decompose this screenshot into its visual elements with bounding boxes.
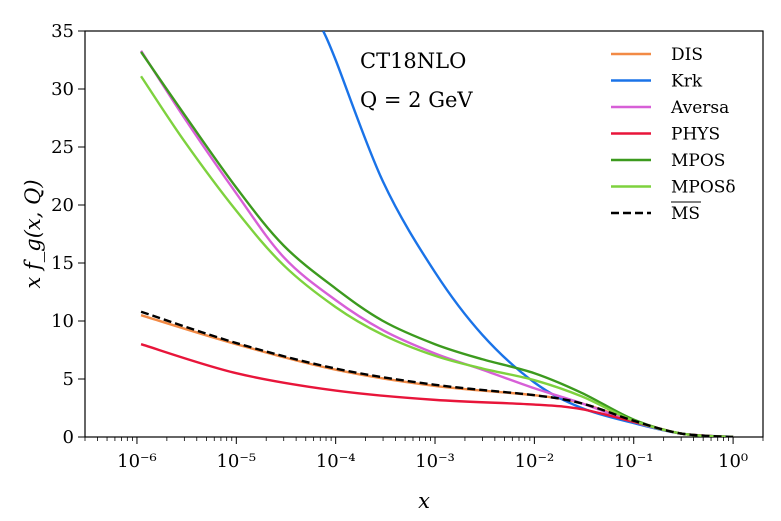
x-tick-label: 10⁻³ [415,451,455,472]
legend-label: MPOSδ [671,178,736,198]
x-tick-label: 10⁰ [718,451,748,472]
x-axis: 10⁻⁶ 10⁻⁵ 10⁻⁴ 10⁻³ 10⁻² 10⁻¹ 10⁰ [84,437,764,472]
series-line-ms [140,310,734,437]
y-tick-label: 25 [51,137,74,158]
y-tick-label: 20 [51,195,74,216]
legend-label: MPOS [671,151,725,171]
x-tick-label: 10⁻⁵ [216,451,256,472]
y-axis: 0 5 10 15 20 25 30 35 [51,21,85,448]
x-tick-label: 10⁻⁶ [117,451,157,472]
series-line-dis [140,314,734,437]
x-tick-label: 10⁻⁴ [316,451,356,472]
annotation-pdf-set: CT18NLO [360,49,466,73]
y-tick-label: 30 [51,79,74,100]
y-axis-label: x f_g(x, Q) [21,179,45,288]
legend-label: MS [671,204,700,224]
x-tick-label: 10⁻¹ [614,451,654,472]
legend-label: DIS [671,45,703,65]
legend-label: Krk [671,72,703,92]
y-tick-label: 0 [63,427,74,448]
y-tick-label: 15 [51,253,74,274]
y-tick-label: 35 [51,21,74,42]
legend-label: Aversa [670,98,729,118]
series-line-mpos- [140,75,734,437]
plot-frame [84,30,764,438]
x-axis-label: x [418,489,430,513]
x-tick-label: 10⁻² [515,451,555,472]
legend-label: PHYS [671,125,720,145]
y-tick-label: 5 [63,369,74,390]
annotation-scale: Q = 2 GeV [360,88,473,112]
legend: DIS Krk Aversa PHYS MPOS MPOSδ MS [611,45,736,224]
series-layer [140,31,734,437]
y-tick-label: 10 [51,311,74,332]
